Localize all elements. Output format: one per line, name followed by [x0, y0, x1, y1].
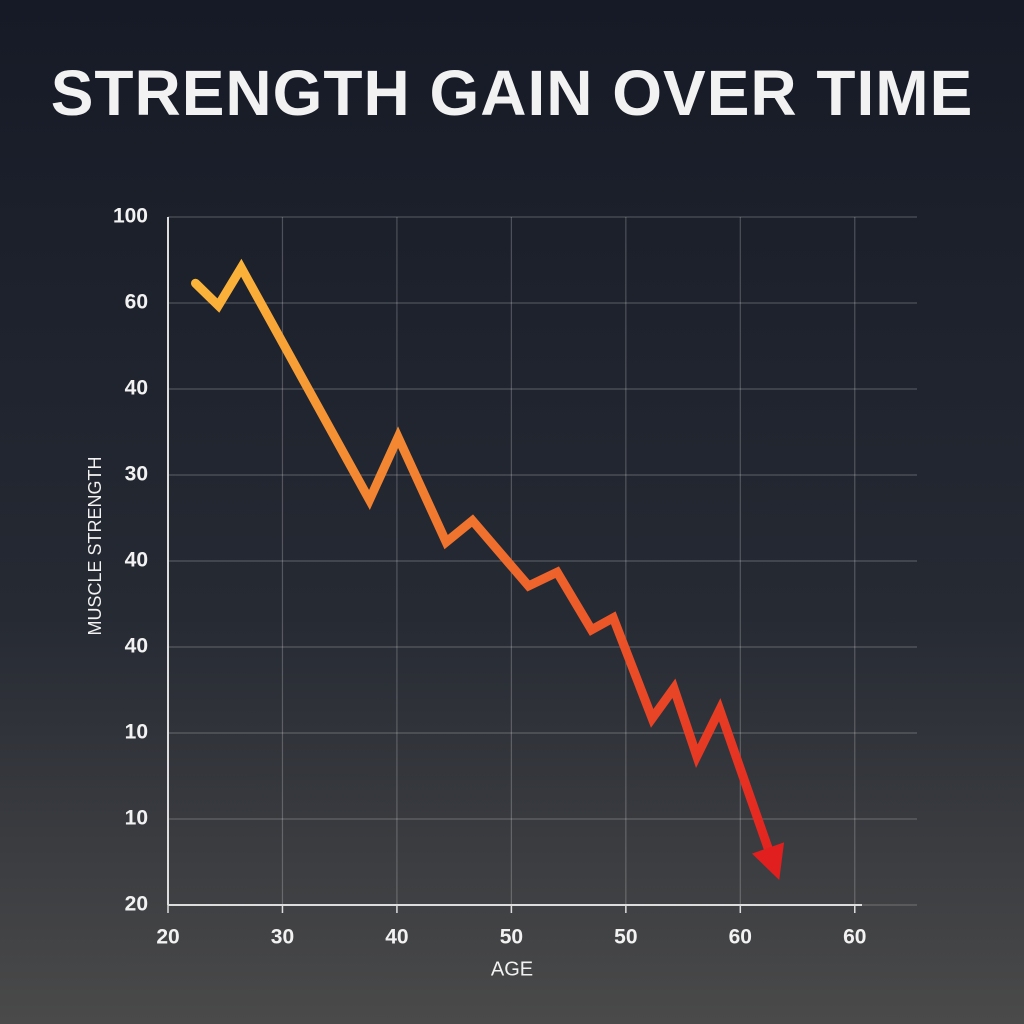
- x-tick-label: 20: [156, 926, 179, 949]
- x-tick-label: 50: [614, 926, 637, 949]
- x-tick-label: 50: [500, 926, 523, 949]
- y-tick-label: 20: [125, 893, 148, 916]
- x-axis-label: AGE: [491, 958, 533, 980]
- x-tick-label: 40: [385, 926, 408, 949]
- y-tick-label: 100: [113, 205, 148, 228]
- y-axis-label: MUSCLE STRENGTH: [85, 456, 105, 635]
- y-tick-label: 10: [125, 807, 148, 830]
- data-line: [190, 258, 774, 857]
- x-tick-label: 60: [843, 926, 866, 949]
- x-tick-label: 30: [271, 926, 294, 949]
- arrowhead: [751, 842, 785, 881]
- x-tick-label: 60: [729, 926, 752, 949]
- chart-title: STRENGTH GAIN OVER TIME: [51, 57, 974, 129]
- y-tick-label: 60: [125, 291, 148, 314]
- y-tick-label: 30: [125, 463, 148, 486]
- y-tick-label: 10: [125, 721, 148, 744]
- y-tick-label: 40: [125, 635, 148, 658]
- y-tick-label: 40: [125, 549, 148, 572]
- y-tick-label: 40: [125, 377, 148, 400]
